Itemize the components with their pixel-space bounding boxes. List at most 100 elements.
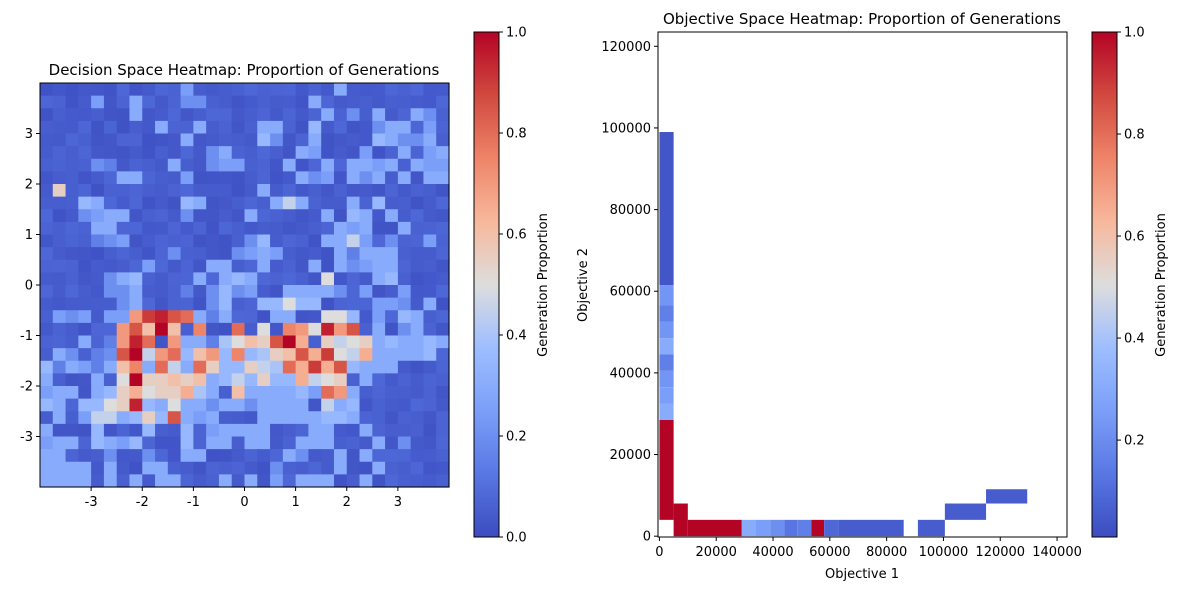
heatmap-cell [423, 133, 437, 147]
heatmap-cell [129, 184, 143, 198]
heatmap-cell [321, 461, 335, 475]
heatmap-cell [321, 335, 335, 349]
left-colorbar-label: Generation Proportion [536, 213, 551, 357]
x-tick-label: -1 [187, 495, 200, 510]
heatmap-cell [155, 423, 169, 438]
heatmap-cell [40, 184, 54, 198]
heatmap-cell [129, 133, 143, 147]
heatmap-cell [436, 386, 450, 400]
heatmap-cell [142, 310, 156, 324]
heatmap-cell [397, 83, 412, 97]
heatmap-cell [167, 411, 182, 425]
heatmap-cell [270, 196, 284, 210]
heatmap-cell [52, 423, 67, 438]
heatmap-cell [167, 398, 182, 412]
heatmap-cell [52, 184, 67, 198]
heatmap-cell [423, 146, 437, 160]
heatmap-cell [91, 461, 105, 475]
heatmap-cell [257, 209, 271, 223]
heatmap-cell [321, 297, 335, 311]
heatmap-cell [129, 386, 143, 400]
heatmap-cell [155, 474, 169, 488]
heatmap-cell [180, 259, 194, 273]
heatmap-cell [116, 297, 131, 311]
heatmap-cell [372, 423, 386, 438]
heatmap-cell [180, 171, 194, 185]
heatmap-cell [385, 196, 399, 210]
heatmap-cell [423, 196, 437, 210]
heatmap-cell [180, 360, 194, 374]
heatmap-cell [155, 133, 169, 147]
heatmap-cell [78, 335, 92, 349]
heatmap-cell [308, 285, 322, 299]
heatmap-cell [295, 373, 310, 387]
heatmap-cell [423, 171, 437, 185]
heatmap-cell [155, 386, 169, 400]
heatmap-cell [282, 120, 297, 135]
heatmap-cell [372, 398, 386, 412]
heatmap-cell [436, 108, 450, 122]
heatmap-cell [180, 120, 194, 135]
heatmap-cell [40, 348, 54, 362]
heatmap-cell [65, 95, 79, 109]
heatmap-cell [91, 184, 105, 198]
heatmap-cell [142, 297, 156, 311]
heatmap-cell [193, 423, 207, 438]
heatmap-cell [91, 449, 105, 463]
heatmap-cell [129, 259, 143, 273]
heatmap-cell [116, 348, 131, 362]
heatmap-cell [40, 171, 54, 185]
heatmap-cell [52, 158, 67, 172]
heatmap-cell [372, 146, 386, 160]
heatmap-cell [346, 209, 361, 223]
heatmap-cell [103, 310, 118, 324]
heatmap-cell [167, 259, 182, 273]
heatmap-cell [155, 171, 169, 185]
heatmap-cell [257, 461, 271, 475]
heatmap-cell [270, 120, 284, 135]
heatmap-cell [436, 171, 450, 185]
right-colorbar-ticks: 0.2 0.4 0.6 0.8 1.0 [1117, 26, 1145, 449]
heatmap-cell [129, 171, 143, 185]
heatmap-cell [257, 259, 271, 273]
heatmap-cell [65, 386, 79, 400]
heatmap-cell [423, 297, 437, 311]
heatmap-cell [167, 373, 182, 387]
heatmap-cell [385, 108, 399, 122]
heatmap-cell [91, 411, 105, 425]
heatmap-cell [155, 285, 169, 299]
heatmap-cell [333, 272, 348, 286]
heatmap-cell [397, 285, 412, 299]
heatmap-cell [167, 146, 182, 160]
heatmap-cell [257, 272, 271, 286]
y-tick-label: 120000 [601, 40, 651, 55]
heatmap-cell [257, 322, 271, 337]
heatmap-cell [410, 310, 425, 324]
heatmap-cell [155, 322, 169, 337]
heatmap-cell [78, 95, 92, 109]
x-tick-label: 3 [394, 495, 402, 510]
heatmap-cell [244, 297, 258, 311]
heatmap-cell [103, 234, 118, 248]
heatmap-cell [65, 171, 79, 185]
y-tick-label: -3 [20, 430, 33, 445]
colorbar-tick-label: 0.0 [506, 531, 527, 546]
heatmap-cell [244, 209, 258, 223]
heatmap-cell [257, 297, 271, 311]
heatmap-cell [231, 83, 246, 97]
heatmap-cell [91, 221, 105, 236]
heatmap-cell [180, 285, 194, 299]
heatmap-cell [180, 474, 194, 488]
heatmap-cell [346, 297, 361, 311]
heatmap-cell [40, 146, 54, 160]
heatmap-cell [244, 474, 258, 488]
heatmap-cell [206, 234, 220, 248]
heatmap-cell [295, 95, 310, 109]
heatmap-cell [167, 234, 182, 248]
heatmap-cell [372, 335, 386, 349]
heatmap-cell [410, 423, 425, 438]
heatmap-cell [295, 461, 310, 475]
heatmap-cell [155, 310, 169, 324]
heatmap-cell [218, 335, 233, 349]
heatmap-cell [308, 146, 322, 160]
